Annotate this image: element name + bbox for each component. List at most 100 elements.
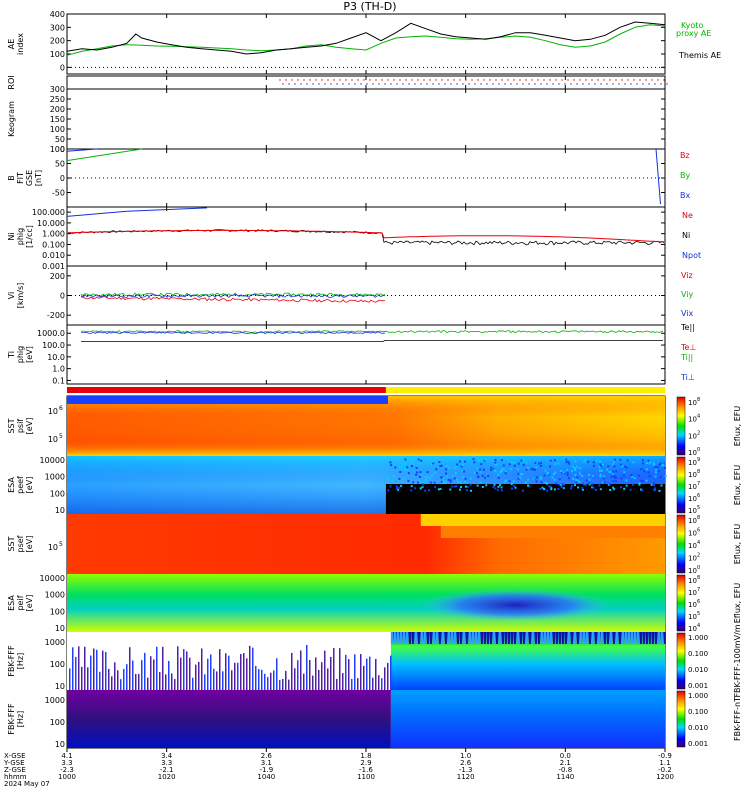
esa-e-speckle [400, 484, 403, 487]
ti-legend-1: Te⊥ [680, 343, 696, 352]
ni-ylabel-part: Ni [7, 232, 16, 240]
ni-legend-Ni: Ni [682, 231, 690, 240]
sst-i-stripe [166, 396, 169, 404]
sst-i-stripe [106, 396, 109, 404]
roi-dot [564, 83, 566, 85]
roi-dot [420, 83, 422, 85]
fbk-e-spike [309, 660, 311, 690]
esa_e-cbar-exp: 8 [697, 469, 700, 475]
fbk-e-stripe [594, 632, 597, 644]
esa-e-speckle [633, 477, 636, 480]
fbk-e-stripe [399, 632, 402, 644]
esa-e-speckle [449, 480, 452, 483]
esa-e-speckle [588, 483, 591, 486]
roi-dot [588, 83, 590, 85]
roi-dot [654, 83, 656, 85]
esa-e-speckle [416, 471, 419, 474]
mode-bar-fast [385, 387, 665, 393]
esa-e-speckle [546, 489, 549, 492]
esa-e-speckle [553, 478, 556, 481]
ae-ytick-label: 400 [50, 10, 65, 19]
fbk-e-stripe [600, 632, 603, 644]
fbk-e-stripe [582, 632, 585, 644]
roi-dot [450, 83, 452, 85]
ni-ylabel-part: [1/cc] [25, 225, 34, 248]
fbk-e-spike [138, 673, 140, 690]
fbk-e-spike [177, 646, 179, 690]
esa-e-speckle [406, 466, 409, 469]
roi-dot [387, 79, 389, 81]
esa-e-speckle [565, 458, 568, 461]
bfit-series-1 [66, 148, 97, 152]
esa-e-speckle [484, 476, 487, 479]
sst-i-stripe [196, 396, 199, 404]
esa-e-speckle [536, 462, 539, 465]
fbk-e-spike [189, 657, 191, 690]
esa-e-speckle [422, 481, 425, 484]
fbk-e-stripe [645, 632, 648, 644]
fbk-e-stripe [513, 632, 516, 644]
esa-e-speckle [421, 486, 424, 489]
sst-i-stripe [277, 396, 280, 404]
esa-e-speckle [481, 486, 484, 489]
xaxis-time: 1000 [58, 773, 76, 781]
fbk-e-stripe [615, 632, 618, 644]
esa-e-speckle [623, 471, 626, 474]
sst_e-cbar-tick: 10 [688, 542, 697, 550]
esa-e-speckle [483, 459, 486, 462]
esa-e-speckle [494, 461, 497, 464]
esa-e-speckle [464, 460, 467, 463]
fbk-e-spike [294, 668, 296, 690]
sst_i-cbar-tick: 10 [688, 399, 697, 407]
esa-e-speckle [419, 471, 422, 474]
esa-e-speckle [499, 484, 502, 487]
esa-e-speckle [612, 460, 615, 463]
ae-ytick-label: 100 [50, 50, 65, 59]
roi-dot [534, 83, 536, 85]
sst-i-stripe [112, 396, 115, 404]
fbk-e-stripe [585, 632, 588, 644]
fbk-e-spike [336, 678, 338, 690]
roi-dot [342, 83, 344, 85]
sst-i-stripe [199, 396, 202, 404]
bfit-series-0 [66, 148, 142, 162]
sst_i-ytick-exp: 6 [59, 405, 63, 412]
roi-dot [456, 83, 458, 85]
xaxis-zgse: -2.1 [160, 766, 174, 774]
xaxis-xgse: -0.9 [658, 752, 672, 760]
ti-ytick-label: 1.0 [52, 365, 65, 374]
esa-e-speckle [648, 460, 651, 463]
esa-e-speckle [424, 479, 427, 482]
esa_e-ylabel-part: peef [16, 476, 25, 494]
fbk-e-spike [225, 653, 227, 690]
fbk-e-stripe [636, 632, 639, 644]
roi-dot [561, 79, 563, 81]
line-series [66, 21, 668, 342]
roi-dot [402, 83, 404, 85]
esa-e-speckle [592, 461, 595, 464]
esa-e-speckle [550, 486, 553, 489]
esa-e-speckle [563, 483, 566, 486]
sst-i-stripe [214, 396, 217, 404]
esa_i-cbar-tick: 10 [688, 625, 697, 633]
roi-dot [660, 83, 662, 85]
esa-e-speckle [558, 483, 561, 486]
esa_i-ytick-label: 10000 [40, 574, 65, 583]
fbk-e-stripe [447, 632, 450, 644]
esa-e-speckle [440, 480, 443, 483]
spectrogram-panels [67, 396, 667, 748]
sst-i-stripe [232, 396, 235, 404]
roi-dot [567, 79, 569, 81]
esa-e-speckle [475, 472, 478, 475]
esa-e-speckle [403, 467, 406, 470]
roi-dot [492, 83, 494, 85]
esa-e-speckle [654, 487, 657, 490]
roi-dot [318, 83, 320, 85]
sst-i-stripe [211, 396, 214, 404]
roi-dot [429, 79, 431, 81]
xaxis-ygse: 3.3 [61, 759, 72, 767]
vi-ytick-label: 200 [50, 272, 65, 281]
esa-e-speckle [458, 460, 461, 463]
fbk-e-spike [195, 664, 197, 690]
sst-i-stripe [283, 396, 286, 404]
